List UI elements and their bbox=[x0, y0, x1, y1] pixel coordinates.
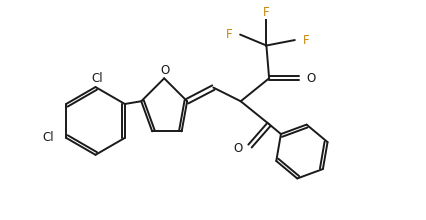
Text: O: O bbox=[233, 142, 242, 155]
Text: O: O bbox=[161, 64, 170, 77]
Text: Cl: Cl bbox=[91, 72, 103, 85]
Text: Cl: Cl bbox=[43, 131, 54, 144]
Text: O: O bbox=[307, 72, 316, 85]
Text: F: F bbox=[302, 33, 309, 47]
Text: F: F bbox=[226, 28, 233, 41]
Text: F: F bbox=[263, 6, 270, 19]
